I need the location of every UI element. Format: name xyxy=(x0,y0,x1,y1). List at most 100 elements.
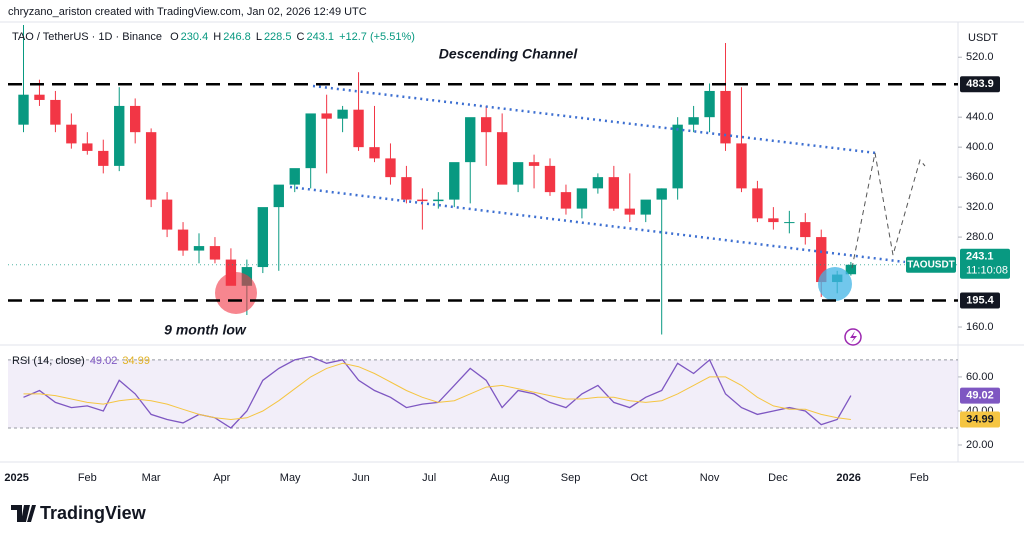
symbol-tag xyxy=(906,256,956,273)
channel-lower xyxy=(289,185,906,264)
y-tick-label: 20.00 xyxy=(966,439,994,451)
brand: TradingView xyxy=(40,503,147,523)
y-tick-label: 360.0 xyxy=(966,171,994,183)
candle-body xyxy=(98,150,109,166)
candle-body xyxy=(34,94,45,100)
countdown: 11:10:08 xyxy=(966,265,1008,277)
y-tick-label: 400.0 xyxy=(966,141,994,153)
level-tag xyxy=(960,292,1000,309)
candle-body xyxy=(784,222,795,224)
annotation: 9 month low xyxy=(164,322,247,338)
x-tick-label: Feb xyxy=(78,472,97,484)
candle-body xyxy=(305,113,316,169)
event-icon xyxy=(844,328,862,346)
candle-body xyxy=(816,237,827,283)
y-tick-label: 520.0 xyxy=(966,51,994,63)
y-tick-label: 160.0 xyxy=(966,321,994,333)
candle-body xyxy=(672,124,683,189)
candle-body xyxy=(465,117,476,163)
candle-body xyxy=(752,188,763,219)
candle-body xyxy=(688,117,699,125)
candle-body xyxy=(18,94,29,125)
candle-body xyxy=(257,207,269,268)
value-tag-label: 49.02 xyxy=(966,390,994,402)
candle-body xyxy=(576,188,588,209)
candle-body xyxy=(656,188,667,200)
candle-body xyxy=(353,109,364,148)
x-tick-label: Feb xyxy=(910,472,929,484)
candle-body xyxy=(481,117,492,133)
x-tick-label: Sep xyxy=(561,472,581,484)
candle-body xyxy=(512,162,524,185)
event-bolt xyxy=(850,331,857,343)
price-tag xyxy=(960,248,1010,279)
candle-body xyxy=(800,222,811,238)
change: +12.7 (+5.51%) xyxy=(339,31,415,43)
candle-body xyxy=(193,246,205,251)
y-tick-label: 440.0 xyxy=(966,111,994,123)
candle-body xyxy=(385,158,396,178)
candle-body xyxy=(114,105,125,166)
ohlc-key: C xyxy=(296,31,305,43)
level-tag-label: 195.4 xyxy=(966,294,994,306)
candle-body xyxy=(145,132,157,200)
rsi-value: 49.02 xyxy=(89,355,118,367)
drawings: Descending Channel 9 month low USDT xyxy=(164,32,998,346)
ohlc-value: 246.8 xyxy=(223,31,251,43)
credit: chryzano_ariston created with TradingVie… xyxy=(8,6,367,18)
candle-body xyxy=(82,143,93,151)
candle-body xyxy=(560,192,572,209)
value-tag-label: 34.99 xyxy=(966,413,994,425)
candle-body xyxy=(129,105,141,133)
ohlc-value: 230.4 xyxy=(180,31,209,43)
candle-body xyxy=(544,165,556,193)
ohlc-key: O xyxy=(170,31,179,43)
candle-body xyxy=(177,229,189,251)
candle-body xyxy=(640,199,651,215)
x-tick-label: 2025 xyxy=(4,472,28,484)
candle-body xyxy=(608,177,620,209)
low-marker xyxy=(215,272,257,314)
rsi-ma-value: 34.99 xyxy=(122,355,150,367)
x-tick-label: Mar xyxy=(142,472,161,484)
rsi-band xyxy=(8,359,958,428)
candle-body xyxy=(209,246,221,260)
symbol-tag-label: TAOUSDT xyxy=(907,259,955,270)
candle-body xyxy=(161,199,173,230)
plot xyxy=(8,25,958,429)
candle-body xyxy=(401,177,412,200)
legend: TAO / TetherUS · 1D · Binance O 230.4 H 24… xyxy=(12,31,417,43)
x-tick-label: Nov xyxy=(700,472,720,484)
rsi-title: RSI (14, close) xyxy=(12,355,85,367)
symbol: TAO / TetherUS · 1D · Binance xyxy=(12,31,162,43)
ohlc-key: H xyxy=(213,31,222,43)
channel-upper xyxy=(312,84,877,155)
logo-mark xyxy=(11,505,36,522)
candle-body xyxy=(369,147,380,159)
brand-logo: TradingView xyxy=(11,503,147,523)
ohlc-value: 228.5 xyxy=(263,31,292,43)
candle-body xyxy=(321,113,332,119)
candle-body xyxy=(337,109,348,119)
x-tick-label: Dec xyxy=(768,472,788,484)
level-tag-label: 483.9 xyxy=(966,78,994,90)
x-tick-label: Jun xyxy=(352,472,370,484)
candle-body xyxy=(449,162,460,200)
candle-body xyxy=(768,218,779,223)
current-marker xyxy=(818,267,852,301)
value-tag xyxy=(960,411,1000,428)
ohlc-value: 243.1 xyxy=(306,31,335,43)
projection-path xyxy=(851,152,926,269)
candle-body xyxy=(528,162,540,166)
candle-body xyxy=(289,168,300,185)
rsi-line xyxy=(23,362,851,421)
x-tick-label: Aug xyxy=(490,472,510,484)
candle-body xyxy=(704,90,715,118)
candle-body xyxy=(273,184,284,208)
x-tick-label: Apr xyxy=(213,472,230,484)
price-tag-label: 243.1 xyxy=(966,251,994,263)
candle-body xyxy=(736,143,747,189)
x-tick-label: Jul xyxy=(422,472,436,484)
